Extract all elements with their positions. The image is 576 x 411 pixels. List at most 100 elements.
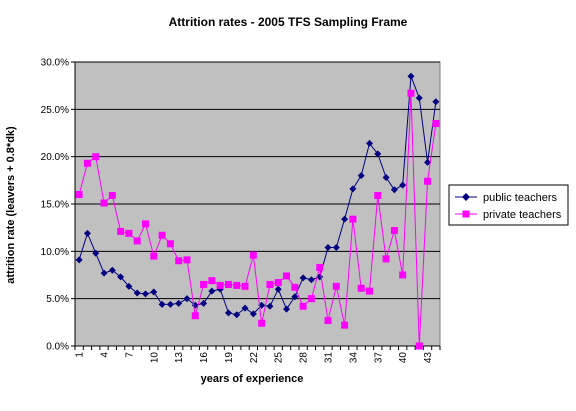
data-point (324, 244, 332, 252)
data-point (307, 295, 315, 303)
x-tick-label: 22 (249, 352, 260, 364)
data-point (117, 273, 125, 281)
x-tick-label: 31 (324, 352, 335, 364)
data-point (283, 272, 291, 280)
data-point (133, 289, 141, 297)
data-point (249, 310, 257, 318)
legend: public teachers private teachers (448, 184, 569, 226)
data-point (382, 173, 390, 181)
data-point (349, 185, 357, 193)
data-point (266, 302, 274, 310)
data-point (233, 311, 241, 319)
data-point (283, 305, 291, 313)
series-private-teachers (75, 89, 440, 350)
x-tick-label: 34 (348, 352, 359, 364)
data-point (258, 319, 266, 327)
data-point (183, 256, 191, 264)
legend-private-marker (462, 210, 470, 218)
x-tick-label: 28 (299, 352, 310, 364)
y-tick-label: 25.0% (41, 105, 69, 116)
legend-public-marker (462, 193, 470, 201)
data-point (224, 280, 232, 288)
y-tick-label: 30.0% (41, 58, 69, 69)
data-point (83, 229, 91, 237)
data-point (415, 94, 423, 102)
data-point (241, 304, 249, 312)
data-point (382, 255, 390, 263)
chart-title: Attrition rates - 2005 TFS Sampling Fram… (169, 15, 408, 29)
y-tick-label: 5.0% (46, 294, 69, 305)
data-point (407, 72, 415, 80)
data-point (175, 299, 183, 307)
x-tick-label: 10 (149, 352, 160, 364)
x-tick-label: 37 (373, 352, 384, 364)
data-point (332, 244, 340, 252)
data-point (399, 181, 407, 189)
legend-box (448, 184, 569, 226)
data-point (133, 237, 141, 245)
data-point (175, 257, 183, 265)
data-point (374, 150, 382, 158)
x-tick-label: 43 (423, 352, 434, 364)
x-tick-label: 25 (274, 352, 285, 364)
x-tick-label: 13 (174, 352, 185, 364)
data-point (125, 229, 133, 237)
series-public-teachers (75, 72, 440, 319)
data-point (407, 89, 415, 97)
x-tick-label: 4 (100, 352, 111, 358)
data-point (233, 281, 241, 289)
data-point (166, 240, 174, 248)
data-point (432, 120, 440, 128)
data-point (191, 312, 199, 320)
data-point (166, 300, 174, 308)
data-point (83, 159, 91, 167)
data-point (332, 282, 340, 290)
data-point (349, 215, 357, 223)
data-point (399, 271, 407, 279)
data-point (274, 279, 282, 287)
data-point (92, 249, 100, 257)
data-point (390, 227, 398, 235)
y-tick-label: 20.0% (41, 152, 69, 163)
data-point (307, 276, 315, 284)
data-point (374, 191, 382, 199)
data-point (224, 309, 232, 317)
y-tick-label: 15.0% (41, 200, 69, 211)
series-layer (75, 72, 440, 350)
data-point (299, 274, 307, 282)
data-point (274, 285, 282, 293)
data-point (365, 139, 373, 147)
legend-private-label: private teachers (483, 209, 562, 221)
data-point (341, 321, 349, 329)
data-point (108, 266, 116, 274)
data-point (142, 220, 150, 228)
data-point (249, 251, 257, 259)
data-point (200, 299, 208, 307)
data-point (150, 252, 158, 260)
data-point (390, 186, 398, 194)
x-tick-label: 40 (398, 352, 409, 364)
data-point (158, 300, 166, 308)
data-point (158, 231, 166, 239)
data-point (100, 199, 108, 207)
data-point (357, 284, 365, 292)
data-point (183, 295, 191, 303)
data-point (357, 172, 365, 180)
data-point (432, 98, 440, 106)
data-point (424, 177, 432, 185)
data-point (216, 281, 224, 289)
axes: 0.0% 5.0% 10.0% 15.0% 20.0% 25.0% 30.0% 1 4 7 10 13… (41, 58, 441, 364)
data-point (75, 191, 83, 199)
gridlines (75, 61, 440, 300)
data-point (125, 282, 133, 290)
data-point (208, 277, 216, 285)
data-point (241, 282, 249, 290)
y-axis-title: attrition rate (leavers + 0.8*dk) (5, 126, 17, 284)
data-point (291, 283, 299, 291)
y-tick-label: 0.0% (46, 342, 69, 353)
data-point (142, 290, 150, 298)
data-point (365, 287, 373, 295)
data-point (341, 215, 349, 223)
data-point (291, 293, 299, 301)
